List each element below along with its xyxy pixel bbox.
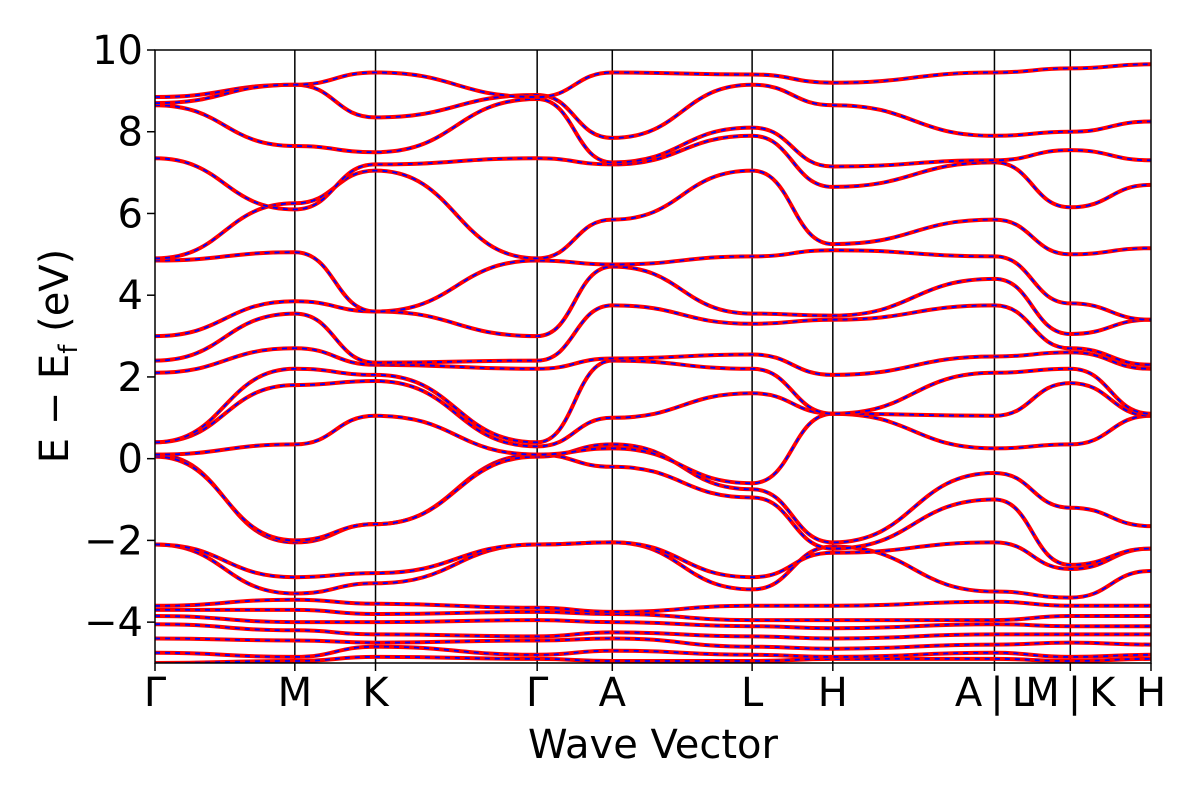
band-line-overlay <box>155 83 1151 139</box>
x-tick-label: L <box>741 670 764 716</box>
y-tick-label: 4 <box>118 273 143 319</box>
band-line-overlay <box>155 63 1151 104</box>
x-tick-label: H <box>818 670 848 716</box>
x-tick-label: K <box>362 670 390 716</box>
band-line-overlay <box>155 380 1151 448</box>
x-tick-label: A <box>599 670 627 716</box>
x-tick-label: M <box>278 670 313 716</box>
band-line <box>155 644 1151 659</box>
band-line-overlay <box>155 412 1151 485</box>
band-line-overlay <box>155 637 1151 650</box>
band-line-overlay <box>155 98 1151 168</box>
band-line-overlay <box>155 265 1151 338</box>
x-axis-ticks: Γ M K Γ A L H A | LM | K H <box>144 663 1166 716</box>
y-axis-label-subscript: f <box>54 344 84 354</box>
x-tick-label: A | L <box>955 670 1035 716</box>
y-axis-label-unit: (eV) <box>32 249 78 345</box>
y-tick-label: 6 <box>118 191 143 237</box>
x-axis-label: Wave Vector <box>528 722 779 768</box>
band-line <box>155 597 1151 614</box>
band-line-overlay <box>155 541 1151 579</box>
y-axis-label: E − Ef (eV) <box>32 249 84 464</box>
band-line-overlay <box>155 608 1151 622</box>
plot-frame <box>154 49 1152 664</box>
y-tick-label: 0 <box>118 437 143 483</box>
band-line-overlay <box>155 249 1151 321</box>
band-line-overlay <box>155 304 1151 366</box>
y-tick-label: −4 <box>84 600 143 646</box>
band-line-overlay <box>155 615 1151 630</box>
band-line-overlay <box>155 134 1151 211</box>
y-axis-label-main: E − E <box>32 354 78 464</box>
y-axis-ticks: 10 8 6 4 2 0 −2 −4 <box>84 28 155 646</box>
band-line-overlay <box>155 359 1151 444</box>
band-line <box>155 622 1151 641</box>
x-tick-label: M | K <box>1025 670 1117 716</box>
x-tick-label: Γ <box>526 670 549 716</box>
y-tick-label: 8 <box>118 110 143 156</box>
y-tick-label: 10 <box>92 28 143 74</box>
x-tick-label: Γ <box>144 670 167 716</box>
band-line <box>155 654 1151 663</box>
x-tick-label: H <box>1136 670 1166 716</box>
y-tick-label: −2 <box>84 518 143 564</box>
band-line-overlay <box>155 541 1151 599</box>
band-line-overlay <box>155 347 1151 376</box>
band-lines <box>155 62 1151 663</box>
y-tick-label: 2 <box>118 355 143 401</box>
